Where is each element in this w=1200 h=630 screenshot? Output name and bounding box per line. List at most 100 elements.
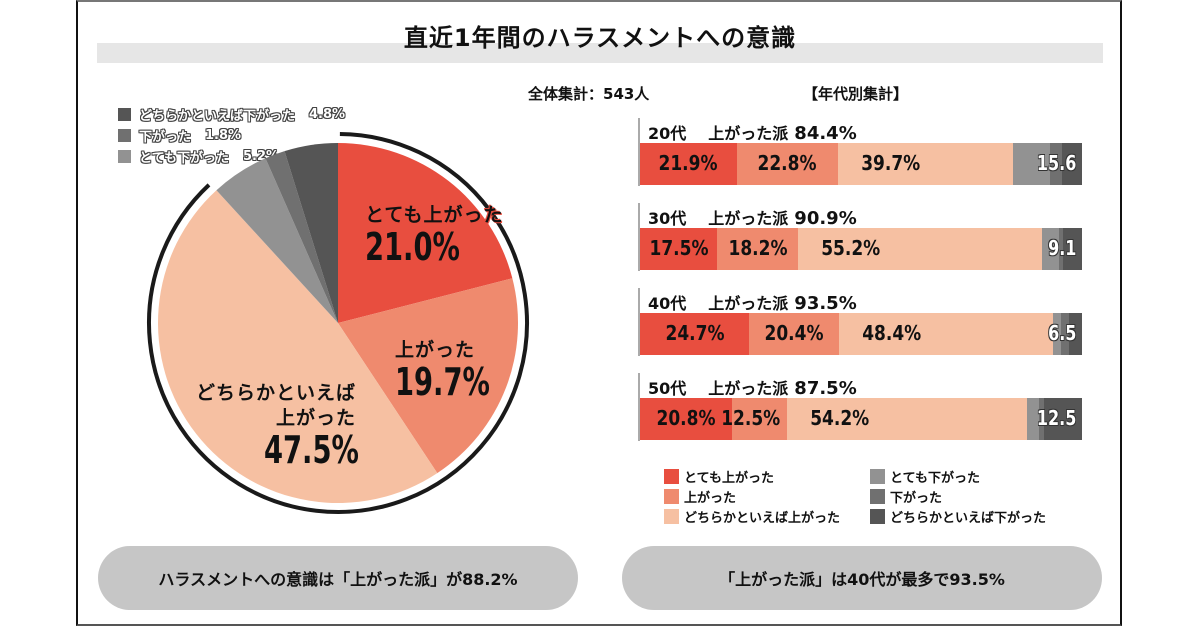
pie-chart xyxy=(147,132,529,514)
down-total-label: 12.5 xyxy=(1036,406,1076,430)
group-total: 90.9% xyxy=(794,208,857,229)
bar-segment-somewhat-down xyxy=(1069,313,1082,355)
bar-segment-somewhat-up: 48.4% xyxy=(839,313,1054,355)
legend-column-down: とても下がった 下がったどちらかといえば下がった xyxy=(870,466,1080,526)
pie-label-name-line2: 上がった xyxy=(275,407,356,429)
group-label: 上がった派 xyxy=(708,209,789,228)
bar-segment-down xyxy=(1038,398,1044,440)
age-row-header: 40代 上がった派 93.5% xyxy=(648,290,857,314)
legend-item: とても下がった xyxy=(870,466,1080,486)
age-row-header: 20代 上がった派 84.4% xyxy=(648,120,857,144)
title-band xyxy=(97,43,1103,63)
legend-swatch xyxy=(118,129,131,142)
legend-column-up: とても上がった 上がったどちらかといえば上がった xyxy=(664,466,874,526)
pie-slice-very-down xyxy=(216,158,338,323)
bar-segment-very-down xyxy=(1026,398,1039,440)
bar-segment-label: 17.5% xyxy=(649,236,709,260)
row-divider xyxy=(638,373,640,441)
pie-slice-very-up xyxy=(338,143,513,323)
legend-value: 4.8% xyxy=(309,107,346,122)
bar-segment-label: 20.4% xyxy=(764,321,824,345)
pie-label-value: 21.0% xyxy=(365,225,460,269)
age-row: 50代 上がった派 87.5% 20.8% 12.5% 54.2% 12.5 xyxy=(638,373,1084,458)
bar-segment-label: 22.8% xyxy=(757,151,817,175)
stacked-bar: 21.9% 22.8% 39.7% xyxy=(640,143,1082,185)
legend-swatch xyxy=(664,468,679,484)
pie-label-value: 47.5% xyxy=(264,428,359,472)
group-total: 84.4% xyxy=(794,123,857,144)
age-row: 30代 上がった派 90.9% 17.5% 18.2% 55.2% 9.1 xyxy=(638,203,1084,288)
stacked-bar: 24.7% 20.4% 48.4% xyxy=(640,313,1082,355)
age-label: 50代 xyxy=(648,379,687,398)
legend-value: 1.8% xyxy=(205,128,242,143)
bar-segment-somewhat-up: 55.2% xyxy=(797,228,1042,270)
legend-swatch xyxy=(870,468,885,484)
legend-label: 上がった xyxy=(684,490,737,506)
bar-segment-somewhat-down xyxy=(1063,228,1082,270)
legend-item: 下がった xyxy=(870,486,1080,506)
pie-legend: どちらかといえば下がった 4.8% 下がった 1.8% とても下がった 5.2% xyxy=(118,104,345,167)
total-count-label: 全体集計：543人 xyxy=(528,85,650,103)
infographic-frame xyxy=(76,0,1122,626)
summary-pill-left: ハラスメントへの意識は「上がった派」が88.2% xyxy=(98,546,578,610)
bar-segment-label: 54.2% xyxy=(810,406,870,430)
bar-segment-label: 55.2% xyxy=(820,236,880,260)
pie-label-name: 上がった xyxy=(395,339,476,361)
legend-label: どちらかといえば下がった xyxy=(139,109,296,124)
legend-swatch xyxy=(870,508,885,524)
pie-legend-item: とても下がった 5.2% xyxy=(118,146,345,167)
pie-slice-down xyxy=(265,151,338,323)
legend-label: とても上がった xyxy=(684,470,774,486)
bar-segment-very-down xyxy=(1041,228,1059,270)
legend-item: 上がった xyxy=(664,486,874,506)
summary-left-text: ハラスメントへの意識は「上がった派」が88.2% xyxy=(158,570,518,589)
by-age-label: 【年代別集計】 xyxy=(803,85,909,103)
bar-segment-very-up: 21.9% xyxy=(640,143,737,185)
legend-swatch xyxy=(118,108,131,121)
pie-label-name-line1: どちらかといえば xyxy=(195,382,356,404)
row-divider xyxy=(638,288,640,356)
age-label: 30代 xyxy=(648,209,687,228)
legend-item: とても上がった xyxy=(664,466,874,486)
page-title: 直近1年間のハラスメントへの意識 xyxy=(403,24,797,52)
bar-segment-up: 12.5% xyxy=(721,398,788,440)
bar-segment-label: 12.5% xyxy=(720,406,780,430)
bar-segment-label: 20.8% xyxy=(656,406,716,430)
legend-label: どちらかといえば上がった xyxy=(684,510,841,526)
pie-slice-up xyxy=(338,278,518,474)
summary-pill-right: 「上がった派」は40代が最多で93.5% xyxy=(622,546,1102,610)
bar-segment-label: 39.7% xyxy=(860,151,920,175)
bar-segment-somewhat-down xyxy=(1062,143,1082,185)
row-divider xyxy=(638,118,640,186)
pie-label-very-up: とても上がった 21.0% xyxy=(365,200,503,267)
bar-segment-somewhat-down xyxy=(1043,398,1082,440)
legend-label: とても下がった xyxy=(139,151,229,166)
legend-item: どちらかといえば上がった xyxy=(664,506,874,526)
age-row: 20代 上がった派 84.4% 21.9% 22.8% 39.7% 15.6 xyxy=(638,118,1084,203)
age-label: 20代 xyxy=(648,124,687,143)
age-label: 40代 xyxy=(648,294,687,313)
bar-segment-up: 18.2% xyxy=(717,228,798,270)
legend-item: どちらかといえば下がった xyxy=(870,506,1080,526)
legend-label: 下がった xyxy=(890,490,943,506)
age-row: 40代 上がった派 93.5% 24.7% 20.4% 48.4% 6.5 xyxy=(638,288,1084,373)
bar-segment-very-up: 20.8% xyxy=(640,398,732,440)
legend-swatch xyxy=(118,150,131,163)
legend-swatch xyxy=(664,508,679,524)
bar-segment-very-down xyxy=(1013,143,1051,185)
bar-segment-down xyxy=(1050,143,1063,185)
group-label: 上がった派 xyxy=(708,294,789,313)
row-divider xyxy=(638,203,640,271)
stacked-bar: 20.8% 12.5% 54.2% xyxy=(640,398,1082,440)
pie-legend-item: どちらかといえば下がった 4.8% xyxy=(118,104,345,125)
age-row-header: 50代 上がった派 87.5% xyxy=(648,375,857,399)
bar-segment-up: 20.4% xyxy=(749,313,840,355)
bar-segment-down xyxy=(1061,313,1070,355)
pie-slice-somewhat-up xyxy=(158,190,438,503)
group-total: 93.5% xyxy=(794,293,857,314)
stacked-bar: 17.5% 18.2% 55.2% xyxy=(640,228,1082,270)
legend-label: どちらかといえば下がった xyxy=(890,510,1047,526)
age-bar-chart: 20代 上がった派 84.4% 21.9% 22.8% 39.7% 15.6 30代 上がった派… xyxy=(638,118,1084,458)
legend-label: とても下がった xyxy=(890,470,980,486)
bar-segment-label: 18.2% xyxy=(728,236,788,260)
